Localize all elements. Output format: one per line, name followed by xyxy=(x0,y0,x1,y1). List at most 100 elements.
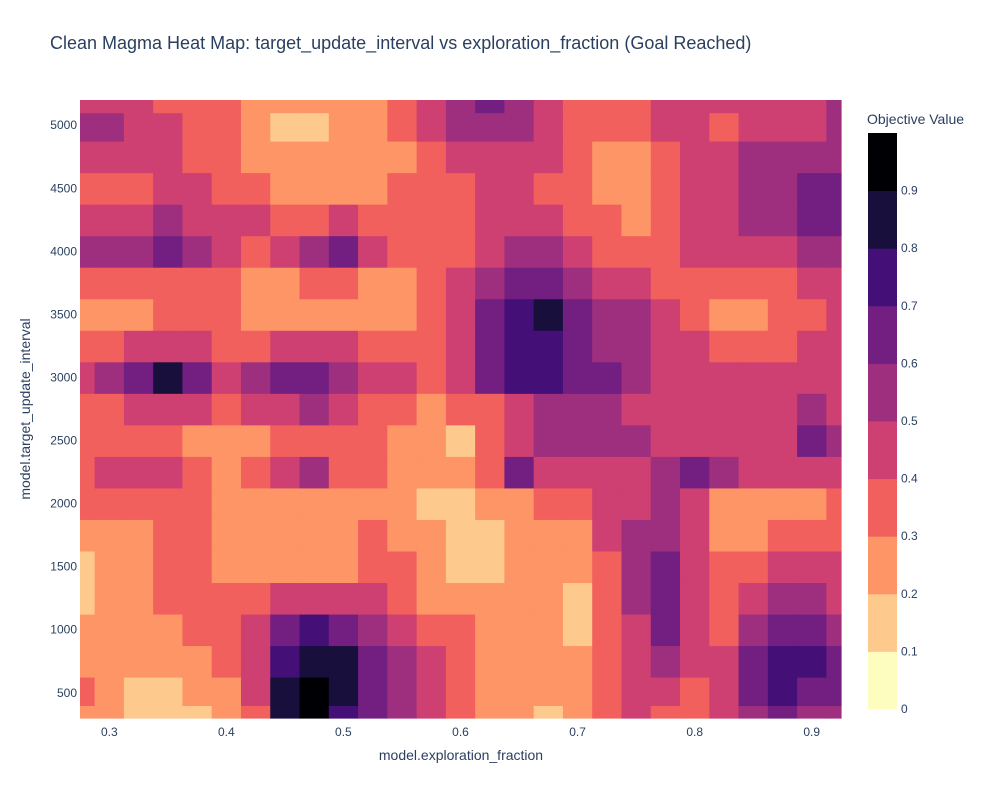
heatmap-cell xyxy=(416,393,447,426)
heatmap-cell xyxy=(240,298,271,331)
heatmap-cell xyxy=(592,140,623,174)
heatmap-cell xyxy=(533,100,564,114)
heatmap-cell xyxy=(182,204,213,237)
heatmap-cell xyxy=(504,613,535,647)
heatmap-cell xyxy=(592,613,623,647)
heatmap-cell xyxy=(153,705,184,719)
heatmap-cell xyxy=(533,677,564,706)
heatmap-cell xyxy=(94,582,125,615)
heatmap-cell xyxy=(182,613,213,647)
heatmap-cell xyxy=(533,519,564,552)
heatmap-cell xyxy=(80,424,96,457)
heatmap-cell xyxy=(767,424,798,457)
y-tick-label: 500 xyxy=(57,686,77,700)
heatmap-cell xyxy=(650,172,681,205)
heatmap-cell xyxy=(562,330,593,363)
heatmap-cell xyxy=(680,705,710,719)
heatmap-cell xyxy=(767,112,798,142)
heatmap-cell xyxy=(358,705,388,719)
heatmap-cell xyxy=(562,140,593,174)
heatmap-cell xyxy=(680,487,710,520)
heatmap-cell xyxy=(797,645,827,678)
heatmap-cell xyxy=(826,519,842,552)
heatmap-cell xyxy=(416,645,447,678)
heatmap-cell xyxy=(416,424,447,457)
heatmap-cell xyxy=(123,140,154,174)
heatmap-cell xyxy=(680,677,710,706)
heatmap-cell xyxy=(650,424,681,457)
heatmap-cell xyxy=(182,235,213,268)
heatmap-cell xyxy=(592,100,623,114)
heatmap-cell xyxy=(475,140,505,174)
heatmap-cell xyxy=(475,267,505,300)
heatmap-cell xyxy=(328,330,359,363)
heatmap-cell xyxy=(650,613,681,647)
heatmap-cell xyxy=(240,645,271,678)
heatmap-cell xyxy=(592,112,623,142)
colorbar-band xyxy=(868,190,897,249)
heatmap-cell xyxy=(270,487,301,520)
heatmap-cell xyxy=(475,112,505,142)
heatmap-cell xyxy=(797,298,827,331)
heatmap-cell xyxy=(562,424,593,457)
heatmap-cell xyxy=(504,424,535,457)
heatmap-cell xyxy=(445,112,476,142)
heatmap-cell xyxy=(328,456,359,489)
heatmap-cell xyxy=(650,140,681,174)
heatmap-cell xyxy=(123,172,154,205)
heatmap-cell xyxy=(387,424,418,457)
heatmap-cell xyxy=(738,677,769,706)
heatmap-cell xyxy=(592,487,623,520)
heatmap-cell xyxy=(680,645,710,678)
heatmap-cell xyxy=(182,330,213,363)
heatmap-cell xyxy=(738,100,769,114)
heatmap-cell xyxy=(299,705,330,719)
heatmap-cell xyxy=(621,582,652,615)
heatmap-cell xyxy=(680,140,710,174)
heatmap-cell xyxy=(299,645,330,678)
heatmap-cell xyxy=(94,393,125,426)
heatmap-cell xyxy=(387,204,418,237)
colorbar-band xyxy=(868,305,897,364)
heatmap-cell xyxy=(211,456,242,489)
heatmap-cell xyxy=(767,456,798,489)
heatmap-cell xyxy=(592,267,623,300)
heatmap-cell xyxy=(387,361,418,394)
heatmap-cell xyxy=(80,456,96,489)
heatmap-cell xyxy=(650,112,681,142)
heatmap-cell xyxy=(738,235,769,268)
heatmap-cell xyxy=(797,519,827,552)
heatmap-cell xyxy=(240,112,271,142)
heatmap-cell xyxy=(680,582,710,615)
heatmap-cell xyxy=(621,519,652,552)
heatmap-cell xyxy=(211,393,242,426)
heatmap-cell xyxy=(445,582,476,615)
heatmap-cell xyxy=(562,361,593,394)
heatmap-cell xyxy=(709,487,740,520)
heatmap-cell xyxy=(80,330,96,363)
heatmap-cell xyxy=(211,361,242,394)
heatmap-cell xyxy=(504,235,535,268)
heatmap-cell xyxy=(270,582,301,615)
heatmap-cell xyxy=(240,204,271,237)
heatmap-cell xyxy=(153,677,184,706)
heatmap-cell xyxy=(621,330,652,363)
heatmap-cell xyxy=(94,100,125,114)
y-tick-label: 5000 xyxy=(50,118,77,132)
colorbar-tick-label: 0.1 xyxy=(901,644,918,658)
heatmap-cell xyxy=(445,519,476,552)
heatmap-cell xyxy=(387,487,418,520)
heatmap-cell xyxy=(738,267,769,300)
heatmap-cell xyxy=(621,550,652,584)
heatmap-cell xyxy=(387,140,418,174)
heatmap-cell xyxy=(80,519,96,552)
heatmap-cell xyxy=(709,140,740,174)
heatmap-cell xyxy=(270,267,301,300)
heatmap-cell xyxy=(153,582,184,615)
heatmap-cell xyxy=(533,393,564,426)
heatmap-cell xyxy=(738,112,769,142)
heatmap-cell xyxy=(826,112,842,142)
heatmap-cell xyxy=(797,204,827,237)
heatmap-cell xyxy=(358,361,388,394)
colorbar-band xyxy=(868,363,897,422)
